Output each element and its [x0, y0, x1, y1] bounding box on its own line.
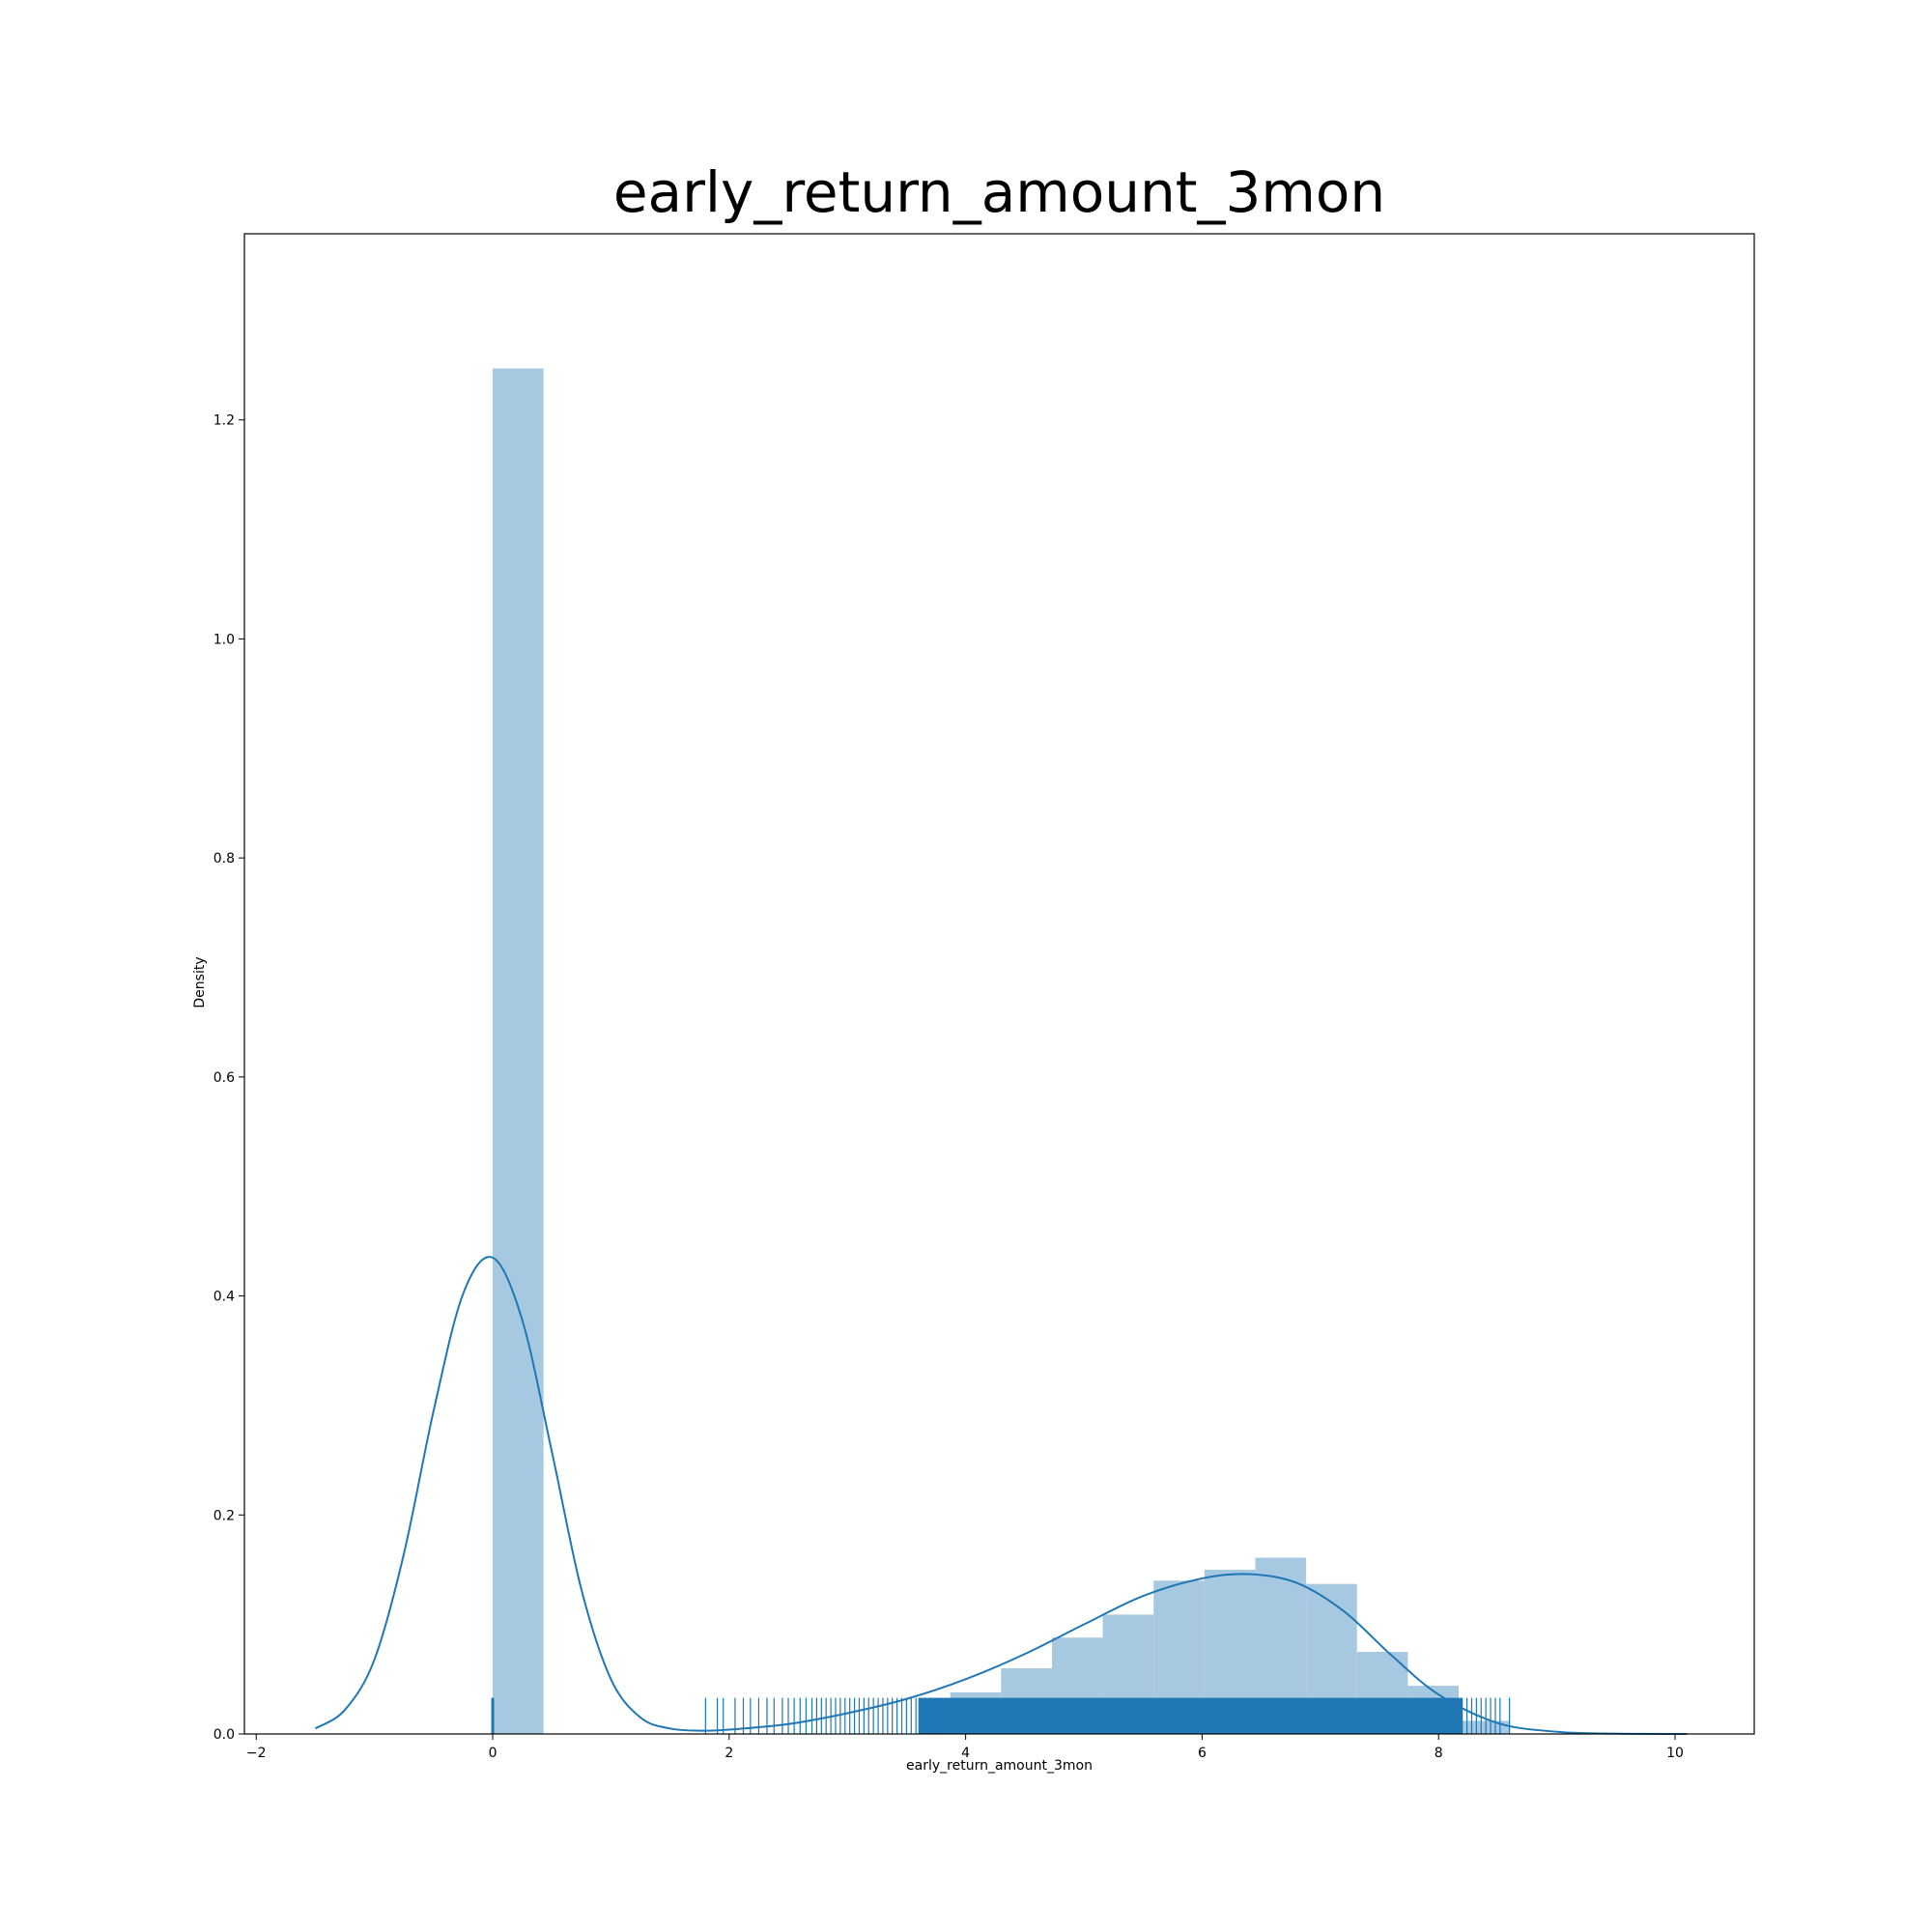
kde-line [314, 1256, 1688, 1735]
y-axis-label: Density [192, 956, 208, 1009]
y-tick-label-1: 0.2 [213, 1508, 235, 1523]
x-tick-label-2: 2 [724, 1746, 733, 1761]
y-tick-label-3: 0.6 [213, 1070, 235, 1086]
x-tick-label-1: 0 [489, 1746, 497, 1761]
axes-frame [243, 233, 1755, 1735]
y-tick-label-0: 0.0 [213, 1727, 235, 1743]
x-tick-label-3: 4 [961, 1746, 970, 1761]
y-tick-label-5: 1.0 [213, 632, 235, 647]
x-tick-label-0: −2 [246, 1746, 267, 1761]
chart-title: early_return_amount_3mon [612, 159, 1386, 225]
histogram-bar-0 [493, 368, 544, 1734]
histogram-bar-11 [1459, 1720, 1510, 1734]
x-tick-label-4: 6 [1198, 1746, 1207, 1761]
y-tick-label-6: 1.2 [213, 413, 235, 429]
y-tick-label-4: 0.8 [213, 851, 235, 867]
x-tick-label-6: 10 [1666, 1746, 1684, 1761]
x-axis-label: early_return_amount_3mon [906, 1758, 1093, 1774]
y-tick-label-2: 0.4 [213, 1290, 235, 1305]
rug-dense-band-0 [918, 1697, 1463, 1734]
x-tick-label-5: 8 [1435, 1746, 1443, 1761]
